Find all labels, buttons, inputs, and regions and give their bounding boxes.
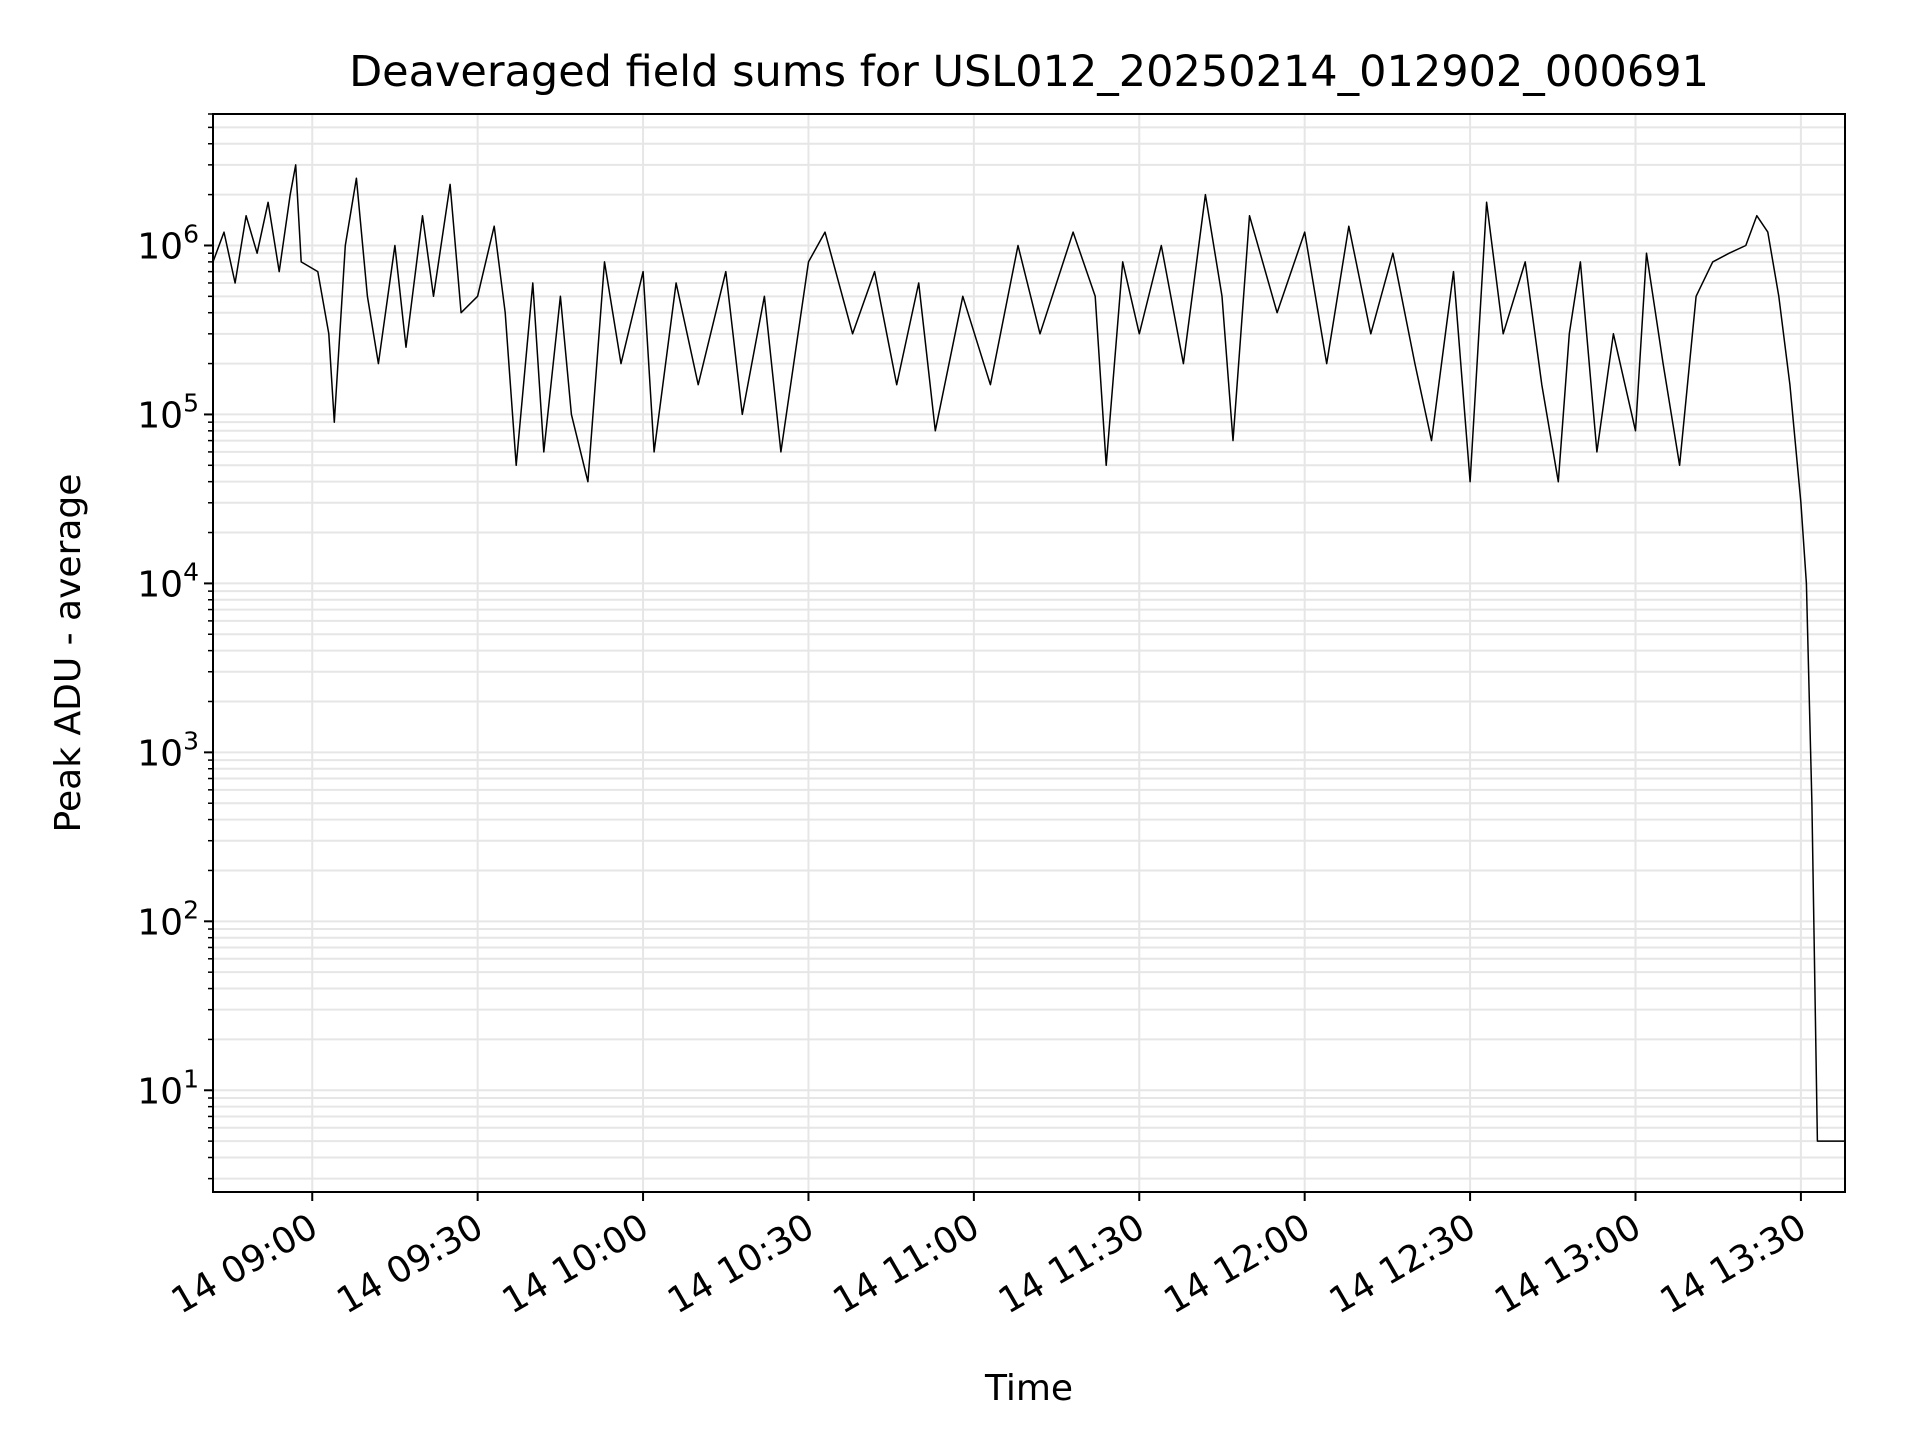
grid	[213, 113, 1845, 1192]
y-tick-label: 104	[137, 557, 199, 605]
series-line	[212, 164, 1845, 1142]
y-axis-label: Peak ADU - average	[48, 474, 89, 833]
y-tick-base: 10	[137, 395, 183, 436]
y-tick-base: 10	[137, 733, 183, 774]
series-layer	[212, 164, 1845, 1142]
plot-frame	[212, 113, 1846, 1193]
y-tick-label: 101	[137, 1064, 199, 1112]
x-axis-label: Time	[984, 1368, 1073, 1409]
y-tick-label: 103	[137, 726, 199, 774]
y-tick-exponent: 5	[183, 388, 199, 417]
y-tick-base: 10	[137, 902, 183, 943]
y-tick-base: 10	[137, 1071, 183, 1112]
y-tick-base: 10	[137, 226, 183, 267]
y-tick-exponent: 3	[183, 726, 199, 755]
y-tick-exponent: 6	[183, 219, 199, 248]
y-tick-base: 10	[137, 564, 183, 605]
y-tick-label: 102	[137, 895, 199, 943]
y-tick-exponent: 4	[183, 557, 199, 586]
y-tick-label: 105	[137, 388, 199, 436]
y-tick-label: 106	[137, 219, 199, 267]
y-tick-exponent: 1	[183, 1064, 199, 1093]
chart-title: Deaveraged field sums for USL012_2025021…	[349, 47, 1709, 97]
y-tick-exponent: 2	[183, 895, 199, 924]
